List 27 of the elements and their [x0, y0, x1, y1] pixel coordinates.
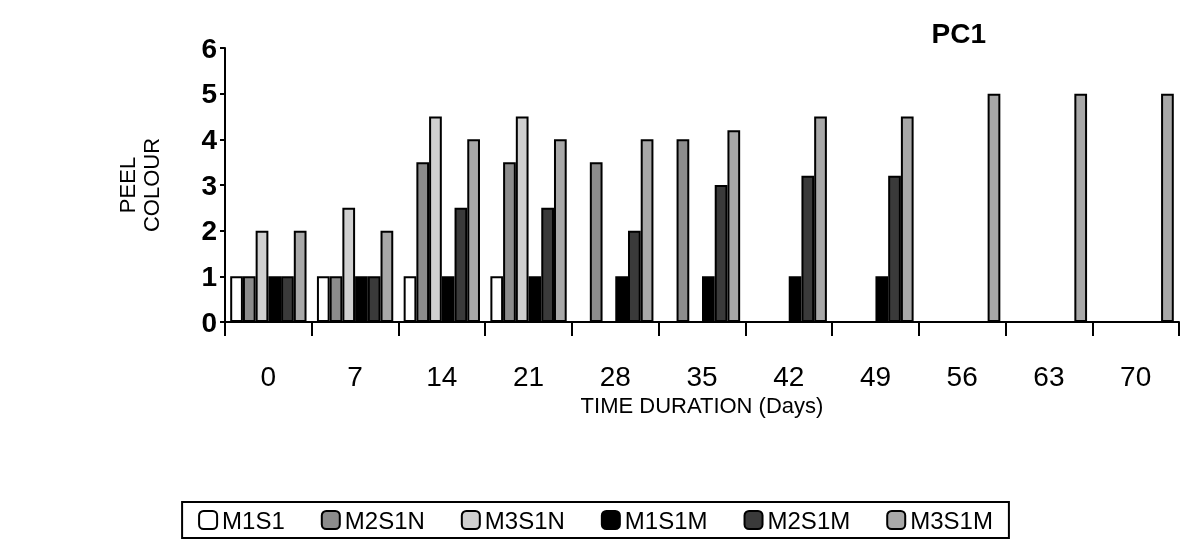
y-tick-label: 4: [201, 123, 218, 155]
x-tick-label: 49: [859, 360, 892, 392]
x-tick-label: 7: [347, 360, 363, 392]
x-tick-label: 21: [512, 360, 545, 392]
y-axis-title: PEEL COLOUR: [114, 137, 164, 233]
legend-label: M2S1M: [767, 506, 851, 534]
y-tick-label: 2: [201, 215, 217, 247]
x-tick-label: 14: [426, 360, 458, 392]
x-tick-label: 0: [260, 360, 277, 392]
x-tick-label: 28: [599, 360, 631, 392]
y-tick-label: 6: [201, 32, 217, 64]
x-tick-label: 70: [1120, 360, 1152, 392]
legend-label: M1S1: [222, 506, 285, 534]
chart-title: PC1: [931, 17, 986, 49]
y-tick-label: 3: [201, 169, 217, 201]
legend-label: M2S1N: [344, 506, 425, 534]
x-axis-title: TIME DURATION (Days): [580, 393, 824, 419]
x-tick-label: 42: [773, 360, 805, 392]
x-tick-label: 56: [946, 360, 978, 392]
y-tick-label: 1: [201, 260, 217, 292]
legend-label: M3S1N: [484, 506, 565, 534]
y-tick-label: 0: [201, 306, 217, 338]
legend-label: M3S1M: [910, 506, 993, 534]
x-tick-label: 63: [1033, 360, 1065, 392]
legend-label: M1S1M: [624, 506, 708, 534]
y-tick-label: 5: [201, 78, 217, 110]
x-tick-label: 35: [686, 360, 718, 392]
